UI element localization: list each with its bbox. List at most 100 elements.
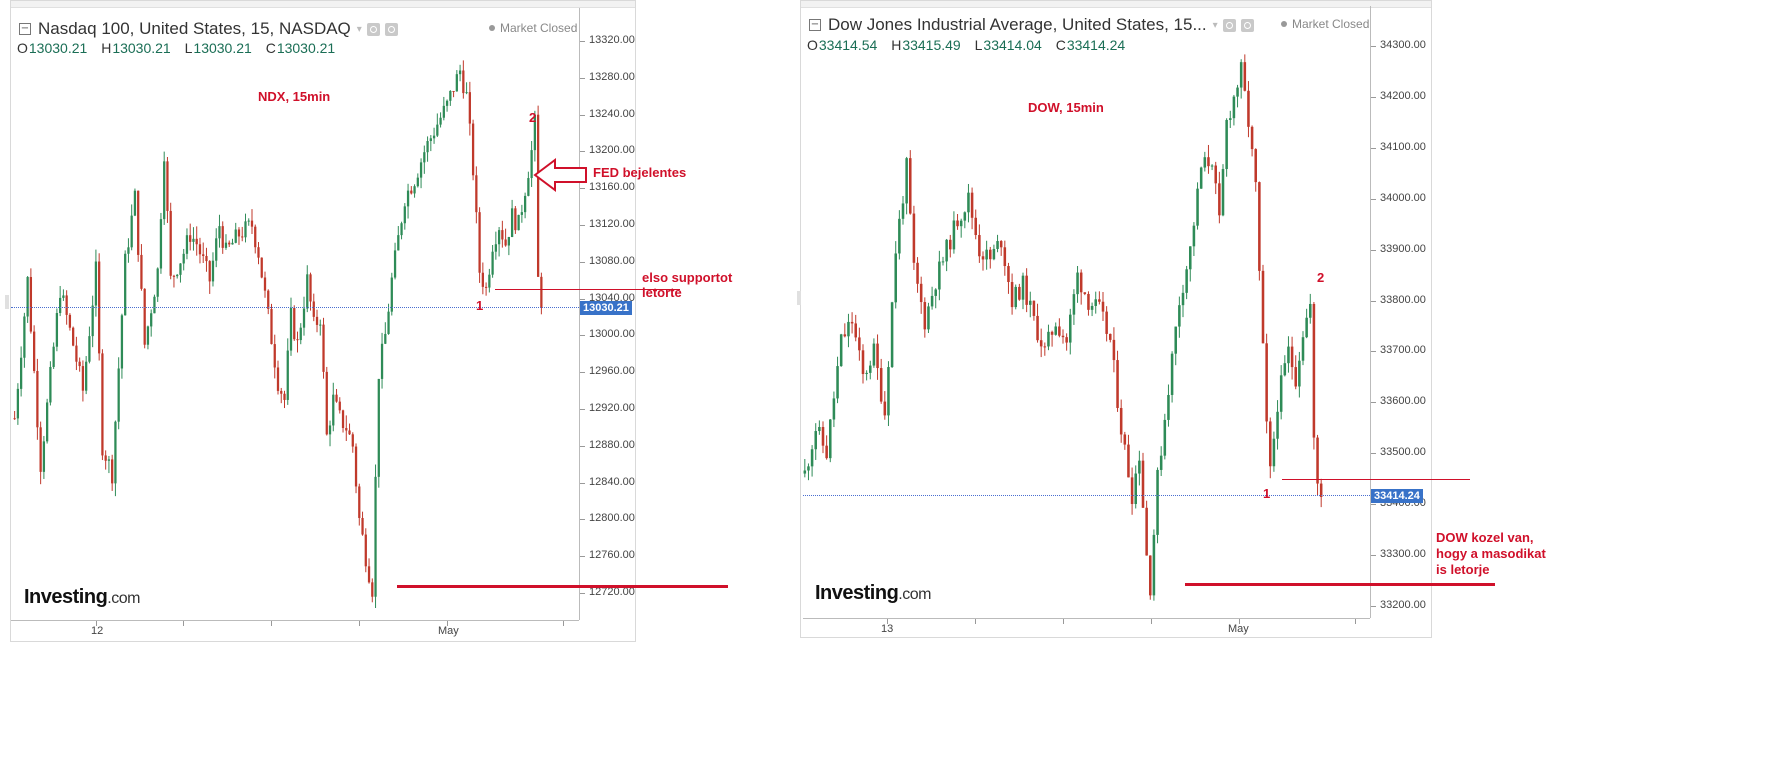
chevron-down-icon[interactable]: ▾	[356, 23, 362, 35]
dow-candle-body	[1050, 331, 1054, 335]
nasdaq-last-price-tag: 13030.21	[580, 301, 632, 315]
dow-candle-body	[1272, 438, 1276, 467]
ndx-candle	[101, 349, 104, 461]
dow-candle	[1090, 302, 1094, 317]
dow-candle-body	[825, 445, 828, 459]
x-tick-mark	[1063, 619, 1064, 624]
gear-icon-right[interactable]	[1240, 18, 1254, 32]
dow-candle-body	[1079, 272, 1083, 293]
ndx-candle	[42, 435, 46, 479]
dow-candle-body	[1014, 286, 1017, 308]
logo-brand: Investing	[24, 586, 108, 608]
y-tick-label: 12720.00	[589, 586, 635, 598]
ndx-candle	[390, 272, 393, 316]
nasdaq-price-axis[interactable]: 13320.00 13280.00 13240.00 13200.00 13160.00…	[580, 0, 635, 620]
y-tick-mark	[1371, 504, 1376, 506]
collapse-icon[interactable]: −	[19, 23, 31, 35]
dow-price-axis[interactable]: 34300.00 34200.00 34100.00 34000.00 33900.00…	[1371, 0, 1429, 618]
ndx-candle-body	[49, 366, 52, 403]
right-scroll-handle[interactable]	[797, 291, 801, 305]
y-tick-label: 12760.00	[589, 549, 635, 562]
ndx-candle-body	[449, 90, 452, 101]
dow-candle-body	[901, 203, 905, 219]
ndx-candle	[416, 173, 419, 188]
ndx-candle	[137, 190, 140, 262]
dow-candle-body	[1287, 346, 1290, 364]
dow-candle-body	[1127, 444, 1130, 478]
dow-candle-body	[1189, 246, 1192, 270]
dow-candle	[887, 361, 890, 427]
dow-candle-body	[985, 249, 988, 260]
ndx-candle	[159, 212, 163, 274]
ndx-candle-body	[309, 274, 312, 302]
ndx-candle	[46, 398, 49, 444]
ndx-candle-body	[202, 254, 205, 256]
ndx-candle	[75, 336, 78, 371]
ndx-candle-body	[224, 242, 228, 248]
dow-last-price-tag: 33414.24	[1371, 489, 1423, 503]
dow-candle-body	[1003, 247, 1007, 267]
ndx-candle-body	[367, 566, 371, 583]
dow-candle	[970, 187, 974, 230]
ndx-candle	[26, 276, 29, 323]
nasdaq-time-axis[interactable]: 12 May	[11, 621, 579, 639]
ndx-candle-body	[465, 92, 468, 94]
ndx-candle	[497, 227, 501, 257]
dow-price-plot[interactable]	[803, 14, 1370, 618]
dow-candle-body	[959, 220, 963, 227]
dow-candle-body	[1236, 87, 1239, 97]
dow-candle	[967, 183, 970, 223]
ndx-candle	[367, 558, 371, 584]
dow-candle-body	[1087, 293, 1090, 310]
ndx-candle-body	[124, 253, 127, 316]
y-tick-mark	[580, 372, 585, 374]
ndx-candle	[517, 214, 520, 231]
ndx-candle-body	[478, 212, 481, 273]
ndx-candle-body	[400, 223, 403, 236]
dow-candle	[879, 358, 883, 404]
ndx-candle-body	[42, 441, 46, 472]
ndx-candle-body	[413, 186, 416, 194]
dow-candle	[1272, 431, 1276, 472]
dow-candle-body	[999, 241, 1003, 248]
collapse-icon-right[interactable]: −	[809, 19, 821, 31]
dow-candle-body	[869, 365, 872, 373]
dow-candle	[905, 156, 908, 215]
dow-candle-body	[1254, 149, 1257, 183]
gear-icon[interactable]	[384, 22, 398, 36]
ndx-candle	[296, 331, 299, 353]
ndx-candle-body	[19, 357, 23, 389]
y-tick-mark	[580, 188, 585, 190]
ndx-candle	[426, 136, 429, 162]
dow-candle-body	[1105, 311, 1108, 334]
ndx-candle-body	[358, 486, 361, 518]
dow-candle	[1316, 434, 1319, 496]
dow-candle-body	[949, 239, 952, 250]
ndx-candle-body	[247, 220, 250, 222]
y-tick-mark	[1371, 96, 1376, 98]
ndx-candle	[29, 268, 33, 334]
ndx-candle-body	[81, 366, 85, 391]
ndx-candle-body	[403, 206, 406, 224]
ndx-candle-body	[198, 244, 202, 255]
eye-icon[interactable]	[366, 22, 380, 36]
dow-time-axis[interactable]: 13 May	[803, 619, 1370, 637]
ndx-candle	[536, 105, 540, 278]
dow-candle	[949, 234, 952, 258]
nasdaq-price-plot[interactable]	[11, 18, 579, 620]
ndx-candle	[241, 226, 244, 242]
dow-candle	[1061, 329, 1065, 344]
ndx-candle	[488, 268, 491, 293]
ndx-candle	[189, 223, 192, 251]
dow-candle	[832, 391, 836, 428]
left-scroll-handle[interactable]	[5, 295, 9, 309]
chevron-down-icon-right[interactable]: ▾	[1212, 19, 1218, 31]
ndx-candle-body	[289, 307, 293, 351]
dow-candle-body	[814, 431, 817, 450]
eye-icon-right[interactable]	[1222, 18, 1236, 32]
ndx-candle-body	[78, 361, 81, 367]
dow-candle	[1236, 84, 1239, 108]
dow-candle-body	[1098, 299, 1101, 302]
ndx-candle	[166, 156, 169, 223]
dow-candle-body	[807, 466, 810, 471]
